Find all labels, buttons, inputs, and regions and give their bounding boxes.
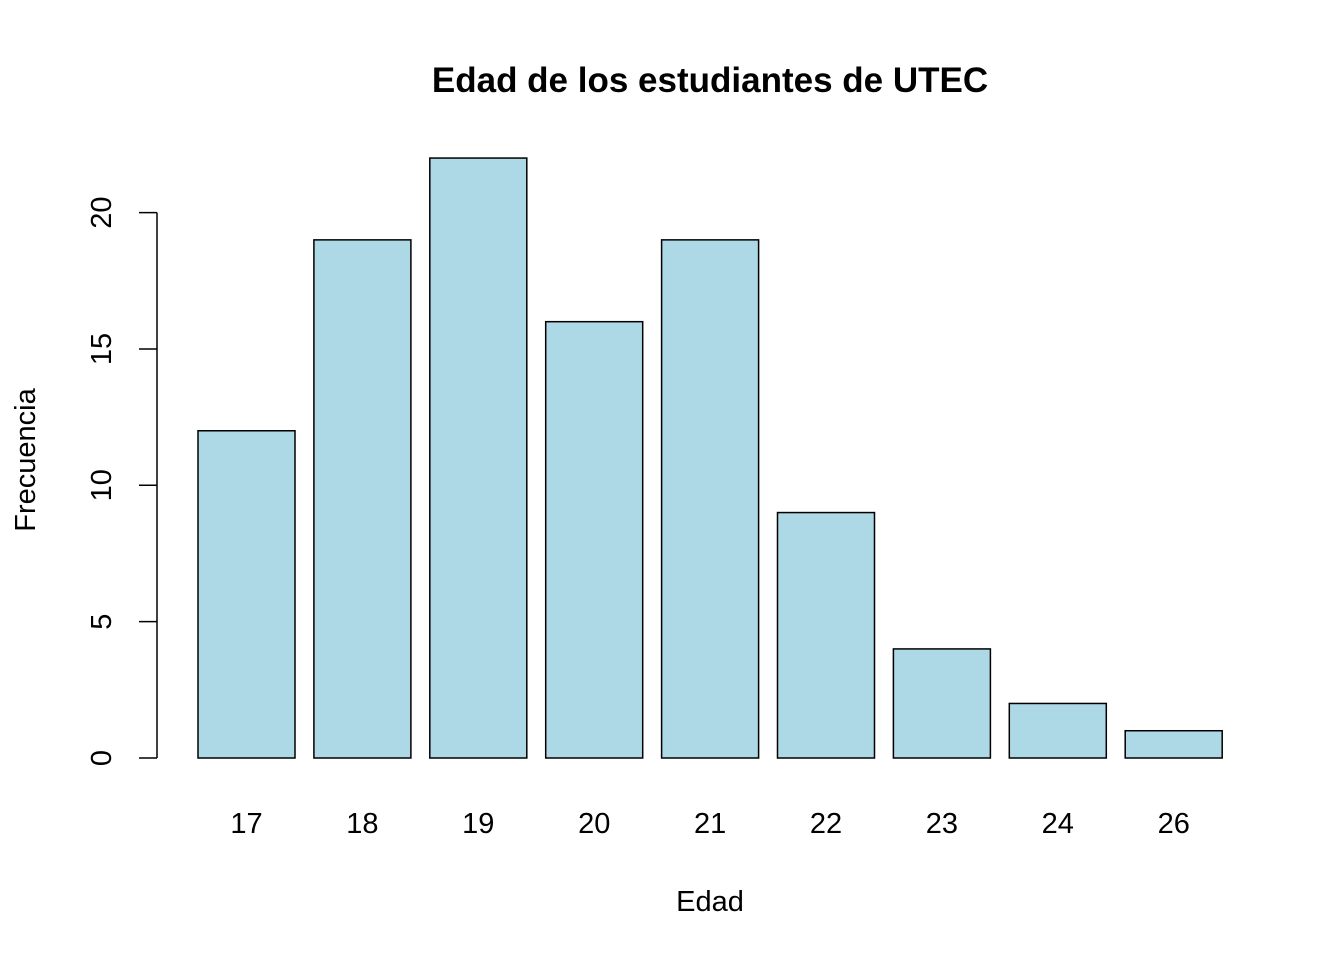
y-tick-label-20: 20 xyxy=(86,196,118,228)
x-tick-label-17: 17 xyxy=(230,808,262,840)
x-tick-label-26: 26 xyxy=(1158,808,1190,840)
x-tick-label-19: 19 xyxy=(462,808,494,840)
y-axis: 0 5 10 15 20 xyxy=(86,196,158,766)
x-tick-label-22: 22 xyxy=(810,808,842,840)
bar-21 xyxy=(660,239,760,759)
y-tick-label-10: 10 xyxy=(86,469,118,501)
x-tick-labels: 17 18 19 20 21 22 23 24 26 xyxy=(230,808,1189,840)
bar-19 xyxy=(429,157,528,759)
bar-24 xyxy=(1008,702,1108,759)
y-tick-label-5: 5 xyxy=(86,614,118,630)
x-tick-label-24: 24 xyxy=(1042,808,1074,840)
bar-26 xyxy=(1124,729,1223,759)
bars-group xyxy=(197,157,1223,759)
x-axis-label: Edad xyxy=(676,886,744,918)
y-tick-label-0: 0 xyxy=(86,750,118,766)
bar-17 xyxy=(197,430,296,759)
y-axis-label: Frecuencia xyxy=(10,387,42,531)
x-tick-label-21: 21 xyxy=(694,808,726,840)
bar-20 xyxy=(544,320,644,759)
bar-22 xyxy=(776,511,876,759)
x-tick-label-20: 20 xyxy=(578,808,610,840)
bar-18 xyxy=(313,239,412,759)
x-tick-label-18: 18 xyxy=(346,808,378,840)
x-tick-label-23: 23 xyxy=(926,808,958,840)
chart-title: Edad de los estudiantes de UTEC xyxy=(432,61,988,100)
bar-23 xyxy=(892,648,992,759)
y-tick-label-15: 15 xyxy=(86,333,118,365)
